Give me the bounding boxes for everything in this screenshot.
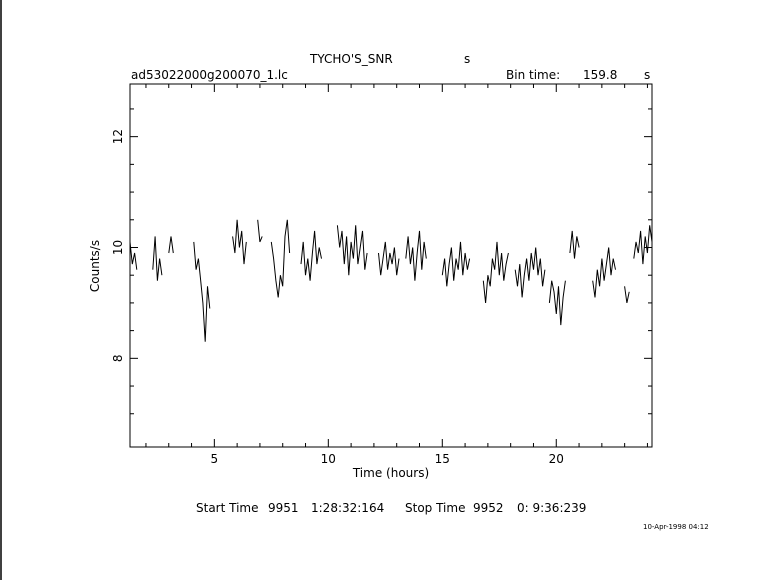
light-curve-segment — [482, 241, 509, 303]
bin-time-unit: s — [644, 68, 650, 82]
light-curve-segment — [129, 241, 138, 270]
light-curve-segment — [270, 219, 291, 298]
light-curve-segment — [336, 225, 368, 276]
x-tick-label: 15 — [435, 452, 450, 466]
bin-time-label: Bin time: — [506, 68, 560, 82]
axis-ticks — [130, 84, 652, 447]
light-curve-series — [129, 219, 653, 342]
light-curve-segment — [592, 247, 616, 298]
x-tick-label: 5 — [211, 452, 219, 466]
y-tick-label: 8 — [111, 355, 125, 363]
stop-time-value: 0: 9:36:239 — [517, 501, 586, 515]
x-tick-label: 10 — [321, 452, 336, 466]
x-tick-label: 20 — [549, 452, 564, 466]
y-tick-label: 12 — [111, 129, 125, 144]
light-curve-segment — [514, 247, 546, 298]
light-curve-segment — [378, 241, 400, 276]
light-curve-segment — [232, 219, 247, 265]
light-curve-segment — [152, 236, 163, 281]
light-curve-segment — [300, 230, 322, 281]
bin-time-value: 159.8 — [583, 68, 617, 82]
plot-frame — [129, 83, 653, 448]
y-axis-label: Counts/s — [88, 240, 102, 292]
title-unit: s — [464, 52, 470, 66]
light-curve-segment — [405, 230, 427, 281]
start-day: 9951 — [268, 501, 299, 515]
chart-title: TYCHO'S_SNR — [309, 52, 393, 66]
file-name: ad53022000g200070_1.lc — [131, 68, 288, 82]
y-tick-label: 10 — [111, 240, 125, 255]
light-curve-segment — [257, 219, 263, 243]
light-curve-segment — [569, 230, 580, 259]
x-axis-label: Time (hours) — [352, 466, 429, 480]
light-curve-segment — [193, 241, 211, 342]
start-time-label: Start Time — [196, 501, 259, 515]
light-curve-segment — [624, 286, 630, 304]
date-stamp: 10-Apr-1998 04:12 — [643, 523, 709, 531]
light-curve-segment — [548, 280, 566, 326]
light-curve-segment — [441, 241, 471, 287]
stop-time-label: Stop Time — [405, 501, 465, 515]
axis-tick-labels: 5 10 15 20 8 10 12 — [111, 129, 564, 466]
start-time-value: 1:28:32:164 — [311, 501, 384, 515]
light-curve-segment — [168, 236, 174, 254]
light-curve-segment — [633, 225, 653, 265]
stop-day: 9952 — [473, 501, 504, 515]
